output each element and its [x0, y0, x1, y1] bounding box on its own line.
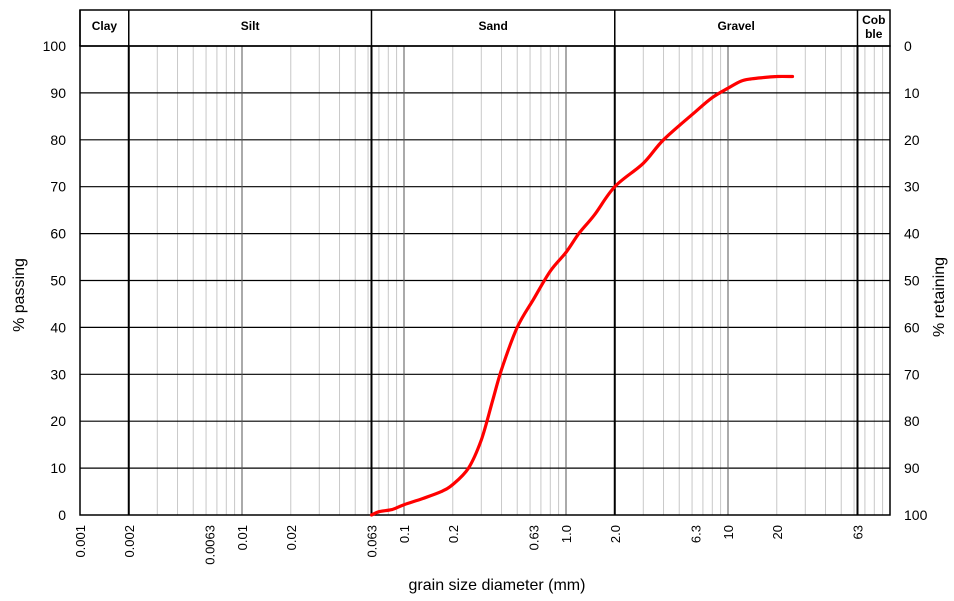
plot-border — [79, 45, 891, 516]
grading-curve — [369, 74, 795, 517]
y-tick-label: 0 — [58, 507, 66, 523]
y-tick-label-right: 50 — [904, 273, 920, 289]
soil-class-label: Sand — [478, 19, 507, 33]
y-axis-title-right: % retaining — [931, 257, 948, 337]
soil-class-label: Cob ble — [862, 13, 885, 41]
soil-class-label: Silt — [241, 19, 260, 33]
soil-class-header: Clay Silt Sand Gravel Cob ble — [79, 9, 891, 47]
y-tick-label: 80 — [50, 132, 66, 148]
y-tick-label-right: 20 — [904, 132, 920, 148]
y-tick-label: 70 — [50, 179, 66, 195]
y-tick-label-right: 10 — [904, 85, 920, 101]
x-tick-label: 0.1 — [397, 525, 412, 543]
x-tick-label: 0.001 — [73, 525, 88, 558]
x-tick-label: 63 — [850, 525, 865, 539]
y-tick-label-right: 30 — [904, 179, 920, 195]
soil-class-label: Gravel — [717, 19, 754, 33]
x-tick-label: 10 — [721, 525, 736, 539]
y-tick-label-right: 80 — [904, 413, 920, 429]
y-tick-label: 40 — [50, 319, 66, 335]
plot-frame — [79, 45, 891, 516]
y-tick-label: 90 — [50, 85, 66, 101]
y-tick-label: 60 — [50, 226, 66, 242]
x-tick-label: 0.063 — [364, 525, 379, 558]
x-tick-label: 6.3 — [688, 525, 703, 543]
x-tick-label: 0.63 — [526, 525, 541, 550]
y-tick-label: 50 — [50, 273, 66, 289]
x-axis-title: grain size diameter (mm) — [409, 577, 586, 594]
x-tick-label: 1.0 — [559, 525, 574, 543]
x-tick-label: 2.0 — [608, 525, 623, 543]
y-axis-title-left: % passing — [11, 258, 28, 332]
x-tick-labels: 0.001 0.002 0.0063 0.01 0.02 0.063 0.1 0.2 0.63 1… — [73, 525, 865, 565]
y-tick-label: 100 — [43, 38, 67, 54]
y-tick-label-right: 100 — [904, 507, 928, 523]
y-tick-label-right: 90 — [904, 460, 920, 476]
y-tick-label-right: 60 — [904, 319, 920, 335]
soil-class-label: Clay — [92, 19, 118, 33]
x-tick-label: 0.0063 — [202, 525, 217, 565]
x-tick-label: 0.01 — [235, 525, 250, 550]
y-tick-labels: 0 10 20 30 40 50 60 70 80 90 100 — [43, 38, 67, 523]
y-tick-label-right: 70 — [904, 366, 920, 382]
y-tick-label: 10 — [50, 460, 66, 476]
x-tick-label: 0.002 — [122, 525, 137, 558]
y-tick-label-right: 40 — [904, 226, 920, 242]
y-tick-label: 20 — [50, 413, 66, 429]
x-tick-label: 0.2 — [446, 525, 461, 543]
y-tick-label-right: 0 — [904, 38, 912, 54]
series-layer — [369, 74, 795, 517]
major-gridlines — [80, 10, 890, 515]
y-tick-label: 30 — [50, 366, 66, 382]
x-tick-label: 20 — [770, 525, 785, 539]
x-tick-label: 0.02 — [284, 525, 299, 550]
